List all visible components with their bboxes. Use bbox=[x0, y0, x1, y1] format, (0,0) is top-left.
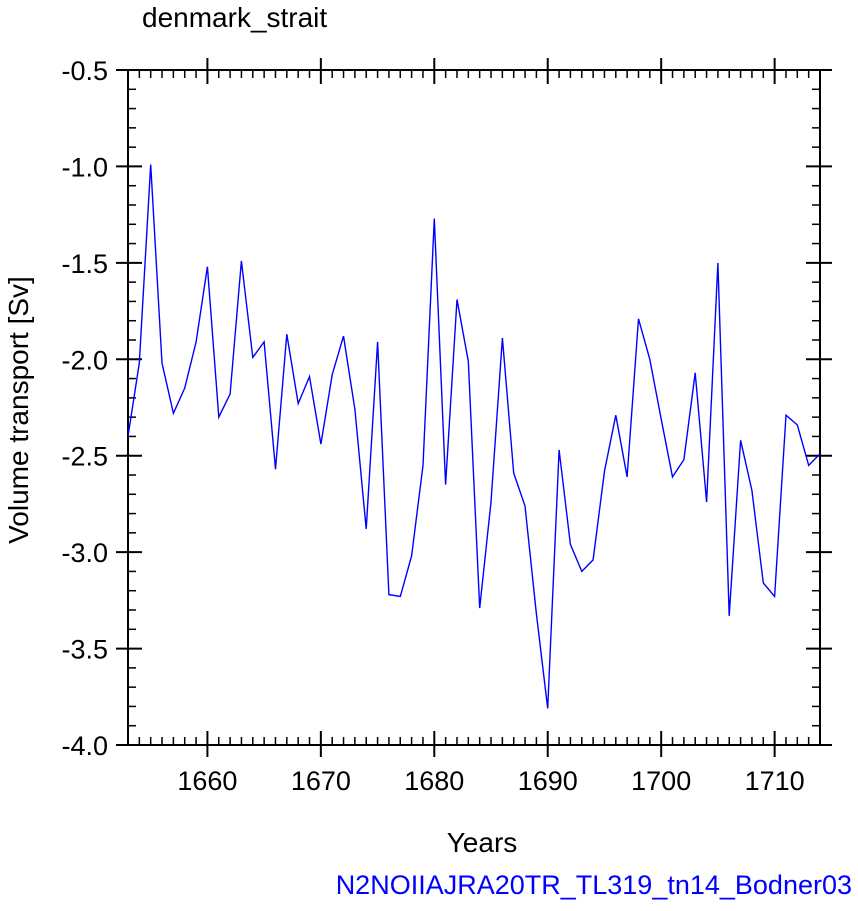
chart-title: denmark_strait bbox=[142, 2, 328, 33]
y-axis-label: Volume transport [Sv] bbox=[3, 276, 34, 544]
x-axis-label: Years bbox=[447, 827, 518, 858]
plot-frame bbox=[127, 69, 821, 746]
minor-ticks bbox=[127, 70, 821, 745]
y-tick-label: -2.5 bbox=[61, 442, 108, 472]
y-tick-label: -1.0 bbox=[61, 152, 108, 182]
x-tick-label: 1680 bbox=[404, 766, 464, 796]
y-tick-label: -1.5 bbox=[61, 249, 108, 279]
y-tick-label: -3.5 bbox=[61, 635, 108, 665]
x-tick-label: 1700 bbox=[631, 766, 691, 796]
y-tick-label: -3.0 bbox=[61, 538, 108, 568]
y-tick-label: -4.0 bbox=[61, 731, 108, 761]
x-tick-label: 1710 bbox=[745, 766, 805, 796]
x-tick-label: 1690 bbox=[518, 766, 578, 796]
x-tick-label: 1670 bbox=[291, 766, 351, 796]
y-tick-label: -2.0 bbox=[61, 345, 108, 375]
series-line bbox=[127, 164, 821, 709]
x-tick-label: 1660 bbox=[177, 766, 237, 796]
major-ticks bbox=[116, 58, 832, 757]
tick-labels: 1660 1670 1680 1690 1700 1710 -0.5 -1.0 -1.5 -2.0… bbox=[61, 56, 804, 796]
y-tick-label: -0.5 bbox=[61, 56, 108, 86]
run-label: N2NOIIAJRA20TR_TL319_tn14_Bodner03 bbox=[335, 870, 852, 900]
